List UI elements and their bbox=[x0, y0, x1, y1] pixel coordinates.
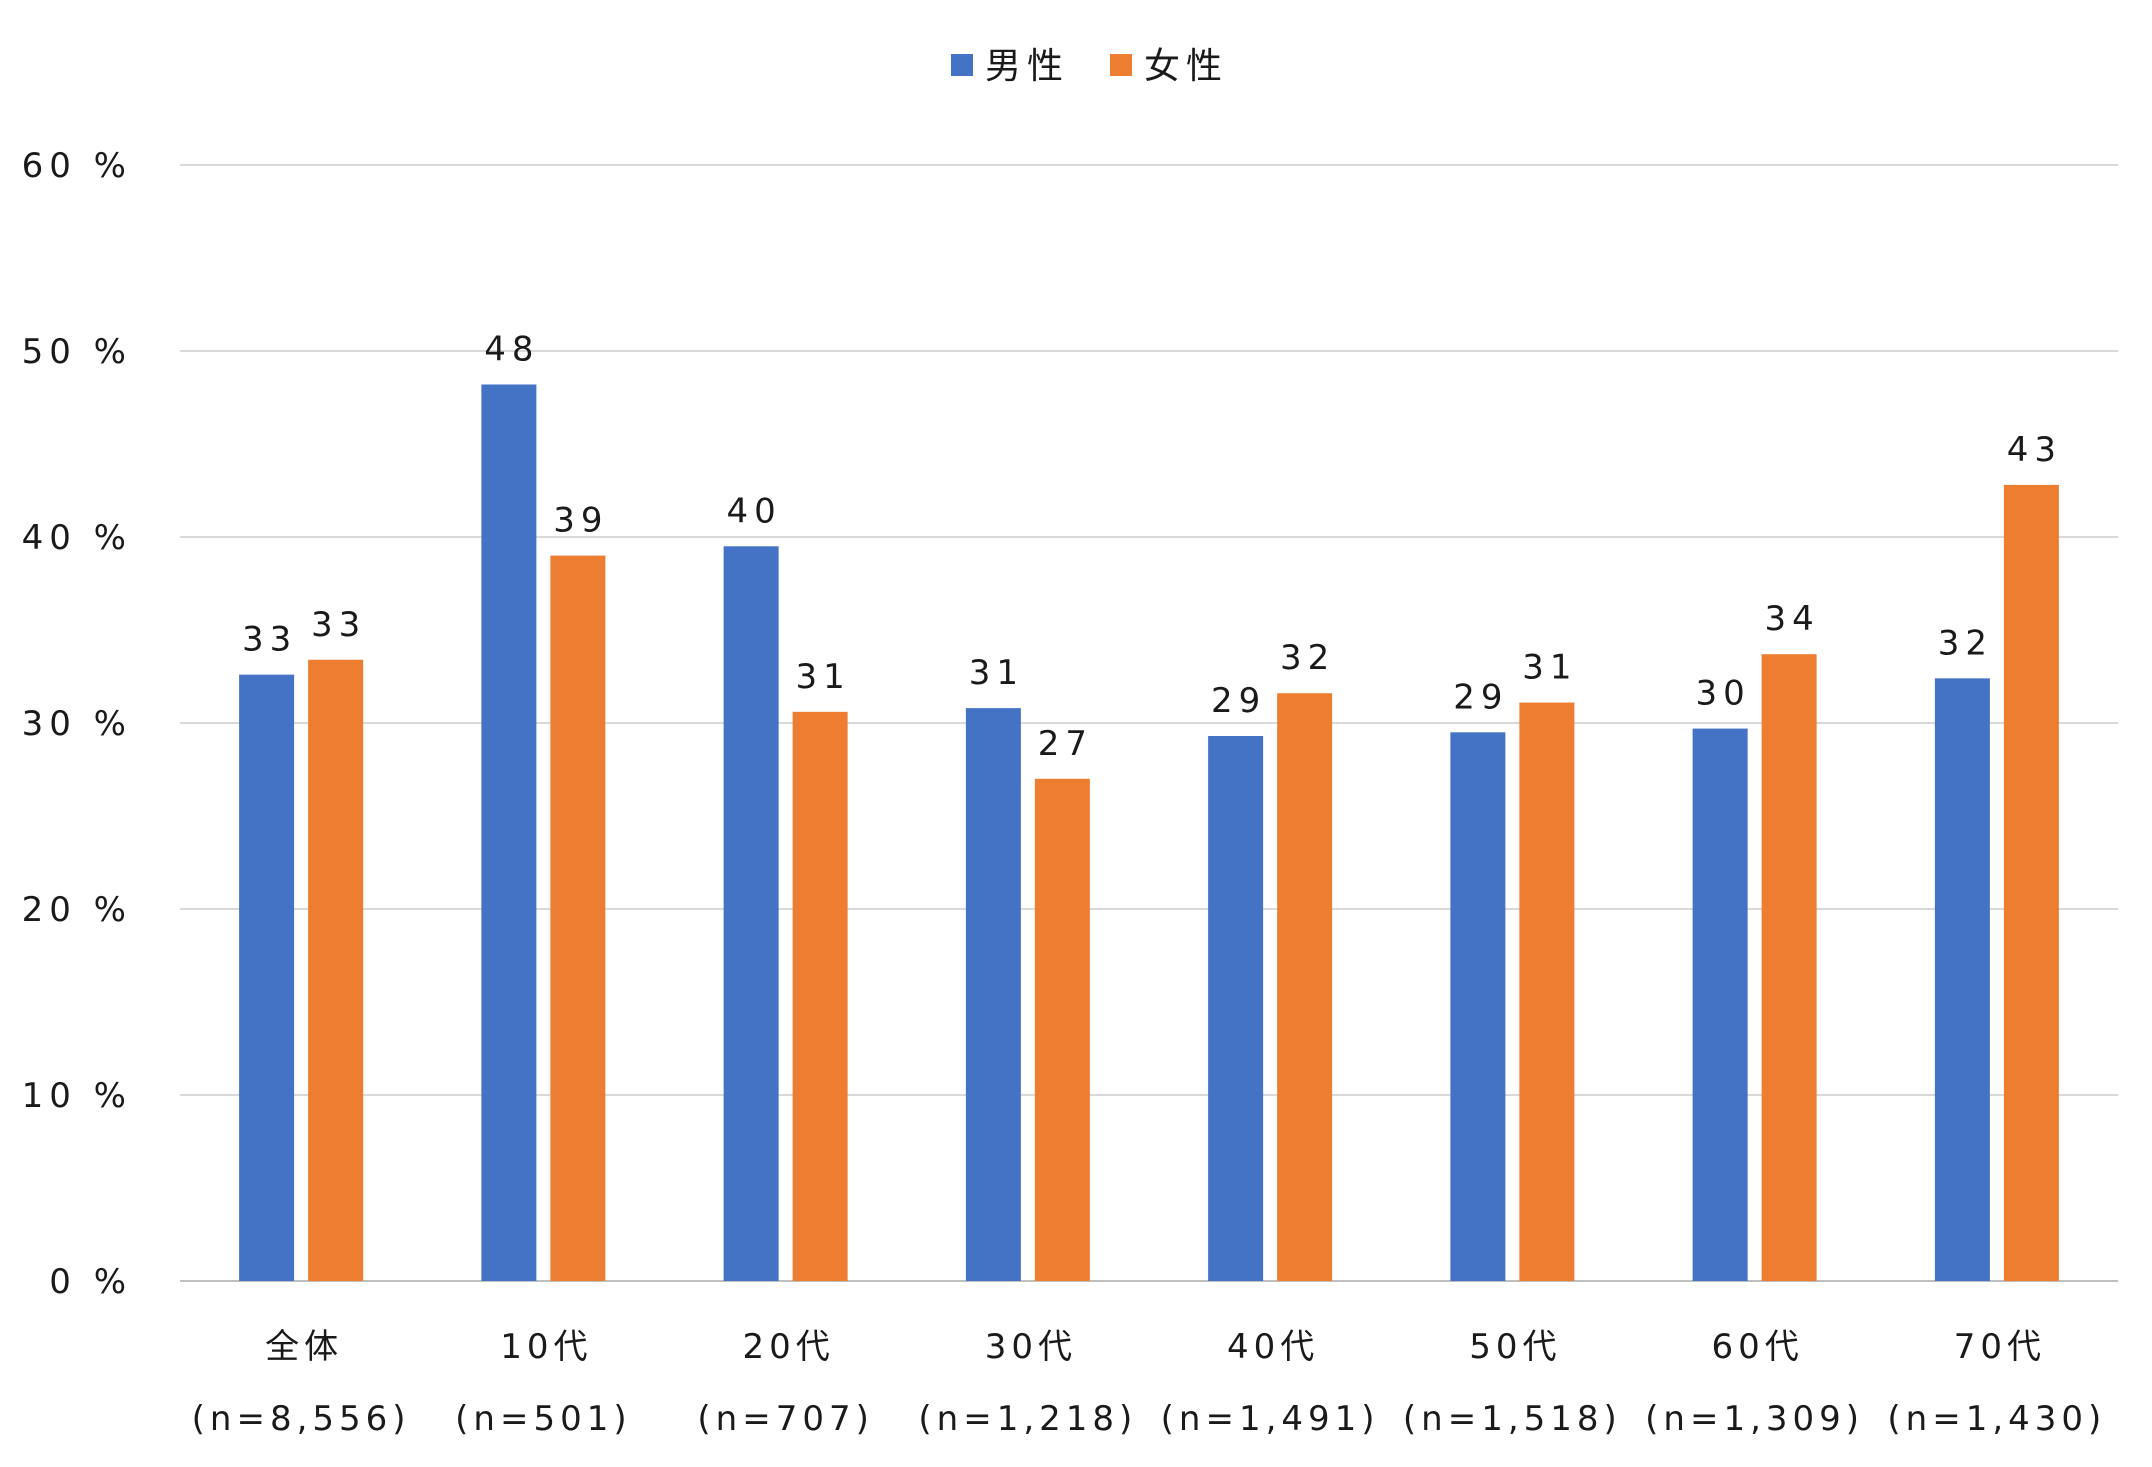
x-category-sample-size: (n=1,518) bbox=[1403, 1399, 1622, 1439]
x-category-label: 60代 bbox=[1711, 1327, 1803, 1367]
x-axis-labels: 全体 (n=8,556) 10代 (n=501) 20代 (n=707) 30代 (n=1,2… bbox=[192, 1327, 2106, 1439]
bar-male bbox=[1208, 736, 1264, 1281]
x-category-label: 40代 bbox=[1227, 1327, 1319, 1367]
data-label: 27 bbox=[1038, 724, 1093, 764]
bar-male bbox=[1692, 728, 1748, 1281]
bars bbox=[239, 384, 2059, 1282]
data-label: 30 bbox=[1695, 674, 1750, 714]
y-tick-label: 60 % bbox=[22, 146, 132, 186]
bar-female bbox=[550, 555, 606, 1281]
legend: 男性 女性 bbox=[951, 46, 1228, 87]
data-label: 39 bbox=[553, 501, 608, 541]
bar-female bbox=[1034, 778, 1090, 1281]
data-label: 43 bbox=[2007, 430, 2062, 470]
y-tick-label: 20 % bbox=[22, 890, 132, 930]
x-category-label: 70代 bbox=[1954, 1327, 2046, 1367]
y-tick-label: 30 % bbox=[22, 704, 132, 744]
data-label: 32 bbox=[1280, 638, 1335, 678]
data-label: 32 bbox=[1938, 623, 1993, 663]
data-label: 29 bbox=[1453, 677, 1508, 717]
x-category-sample-size: (n=1,491) bbox=[1161, 1399, 1380, 1439]
y-tick-label: 50 % bbox=[22, 332, 132, 372]
y-tick-label: 40 % bbox=[22, 518, 132, 558]
data-label: 31 bbox=[969, 653, 1024, 693]
y-axis-tick-labels: 0 % 10 % 20 % 30 % 40 % 50 % 60 % bbox=[22, 146, 132, 1302]
x-category-label: 20代 bbox=[742, 1327, 834, 1367]
bar-male bbox=[481, 384, 537, 1282]
gridlines bbox=[180, 164, 2118, 1282]
legend-swatch-female bbox=[1110, 54, 1132, 76]
data-label: 48 bbox=[484, 329, 539, 369]
data-labels: 33 33 48 39 40 31 31 27 29 32 29 31 30 34 32 43 bbox=[242, 329, 2062, 764]
x-category-label: 50代 bbox=[1469, 1327, 1561, 1367]
bar-female bbox=[2003, 484, 2059, 1281]
data-label: 40 bbox=[726, 491, 781, 531]
data-label: 29 bbox=[1211, 681, 1266, 721]
x-category-label: 10代 bbox=[500, 1327, 592, 1367]
x-category-sample-size: (n=501) bbox=[455, 1399, 631, 1439]
data-label: 31 bbox=[795, 657, 850, 697]
legend-label-male: 男性 bbox=[985, 46, 1069, 87]
x-category-label: 30代 bbox=[985, 1327, 1077, 1367]
legend-label-female: 女性 bbox=[1144, 46, 1228, 87]
x-category-sample-size: (n=8,556) bbox=[192, 1399, 411, 1439]
bar-male bbox=[965, 708, 1021, 1281]
data-label: 33 bbox=[311, 605, 366, 645]
legend-swatch-male bbox=[951, 54, 973, 76]
bar-female bbox=[1519, 702, 1575, 1281]
bar-male bbox=[1450, 732, 1506, 1281]
x-category-sample-size: (n=1,309) bbox=[1645, 1399, 1864, 1439]
bar-female bbox=[1761, 654, 1817, 1281]
bar-male bbox=[1934, 678, 1990, 1281]
bar-male bbox=[723, 546, 779, 1281]
data-label: 34 bbox=[1764, 599, 1819, 639]
x-category-sample-size: (n=1,218) bbox=[918, 1399, 1137, 1439]
bar-female bbox=[792, 711, 848, 1281]
bar-female bbox=[308, 659, 364, 1281]
data-label: 33 bbox=[242, 620, 297, 660]
y-tick-label: 10 % bbox=[22, 1076, 132, 1116]
x-category-sample-size: (n=707) bbox=[697, 1399, 873, 1439]
bar-male bbox=[239, 674, 295, 1281]
x-category-label: 全体 bbox=[265, 1327, 343, 1367]
data-label: 31 bbox=[1522, 648, 1577, 688]
x-category-sample-size: (n=1,430) bbox=[1887, 1399, 2106, 1439]
y-tick-label: 0 % bbox=[49, 1262, 132, 1302]
bar-female bbox=[1277, 693, 1333, 1281]
